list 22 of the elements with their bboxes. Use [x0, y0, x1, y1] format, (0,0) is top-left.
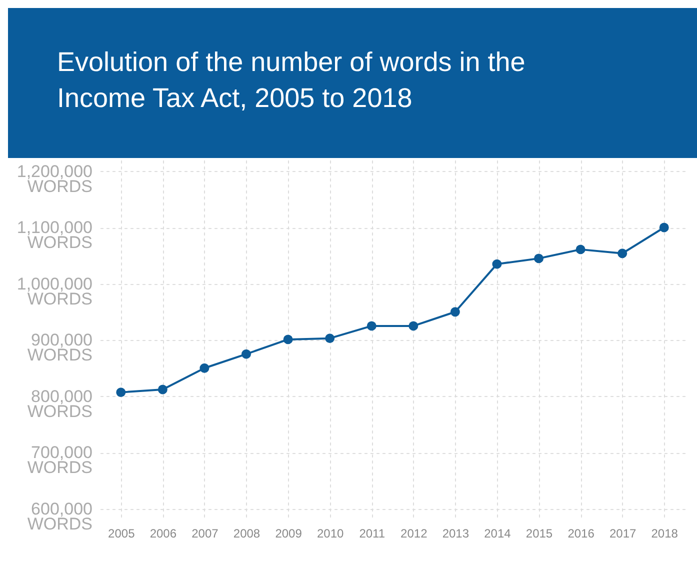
y-tick-label: 1,100,000 WORDS [16, 218, 92, 252]
x-tick-label: 2018 [651, 526, 678, 540]
x-tick-label: 2005 [108, 526, 136, 540]
y-tick-label: 900,000 WORDS [27, 330, 92, 364]
y-tick-label: 600,000 WORDS [27, 499, 92, 534]
x-tick-label: 2008 [233, 526, 260, 540]
x-tick-label: 2009 [275, 526, 302, 540]
x-tick-label: 2012 [400, 526, 428, 540]
x-tick-label: 2010 [316, 526, 344, 540]
y-tick-label: 1,200,000 WORDS [16, 162, 92, 196]
x-tick-label: 2015 [526, 526, 553, 540]
x-tick-label: 2011 [359, 526, 386, 540]
x-tick-label: 2007 [192, 526, 219, 540]
y-tick-label: 800,000 WORDS [27, 386, 92, 421]
x-tick-label: 2017 [609, 526, 636, 540]
y-tick-label: 700,000 WORDS [27, 443, 92, 477]
x-tick-label: 2006 [150, 526, 177, 540]
chart-title: Evolution of the number of words in the Income Tax Act, 2005 to 2018 [57, 47, 526, 113]
x-tick-label: 2016 [568, 526, 595, 540]
y-tick-label: 1,000,000 WORDS [16, 274, 92, 308]
x-tick-label: 2013 [442, 526, 470, 540]
x-tick-label: 2014 [484, 526, 512, 540]
